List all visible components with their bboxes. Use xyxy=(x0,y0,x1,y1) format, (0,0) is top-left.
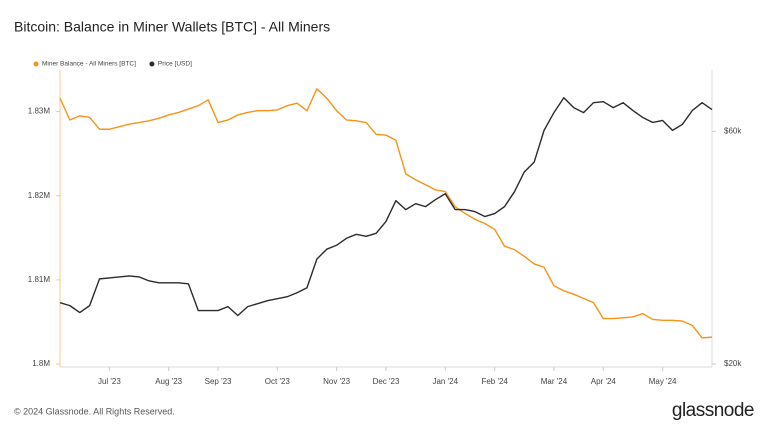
x-tick-label: Apr '24 xyxy=(591,377,617,386)
legend-marker xyxy=(33,61,39,67)
x-tick-label: Nov '23 xyxy=(323,377,350,386)
logo: glassnode xyxy=(672,400,754,421)
y2-tick-label: $60k xyxy=(724,126,742,135)
y-tick-label: 1.82M xyxy=(28,191,51,200)
series-line xyxy=(59,97,713,317)
y-tick-label: 1.8M xyxy=(32,359,50,368)
legend-marker xyxy=(149,61,155,67)
x-tick-label: Sep '23 xyxy=(205,377,232,386)
x-tick-label: Feb '24 xyxy=(481,377,508,386)
legend-label: Price [USD] xyxy=(158,61,192,68)
y2-tick-label: $20k xyxy=(724,359,742,368)
x-tick-label: Jul '23 xyxy=(98,377,121,386)
x-tick-label: Oct '23 xyxy=(265,377,291,386)
legend-label: Miner Balance - All Miners [BTC] xyxy=(42,61,136,68)
x-tick-label: May '24 xyxy=(649,377,677,386)
x-tick-label: Jan '24 xyxy=(432,377,458,386)
chart-title: Bitcoin: Balance in Miner Wallets [BTC] … xyxy=(14,19,330,35)
x-tick-label: Dec '23 xyxy=(373,377,400,386)
x-tick-label: Aug '23 xyxy=(155,377,182,386)
x-tick-label: Mar '24 xyxy=(541,377,568,386)
copyright: © 2024 Glassnode. All Rights Reserved. xyxy=(14,406,175,416)
y-tick-label: 1.83M xyxy=(28,107,51,116)
series-line xyxy=(59,88,713,339)
y-tick-label: 1.81M xyxy=(28,275,51,284)
